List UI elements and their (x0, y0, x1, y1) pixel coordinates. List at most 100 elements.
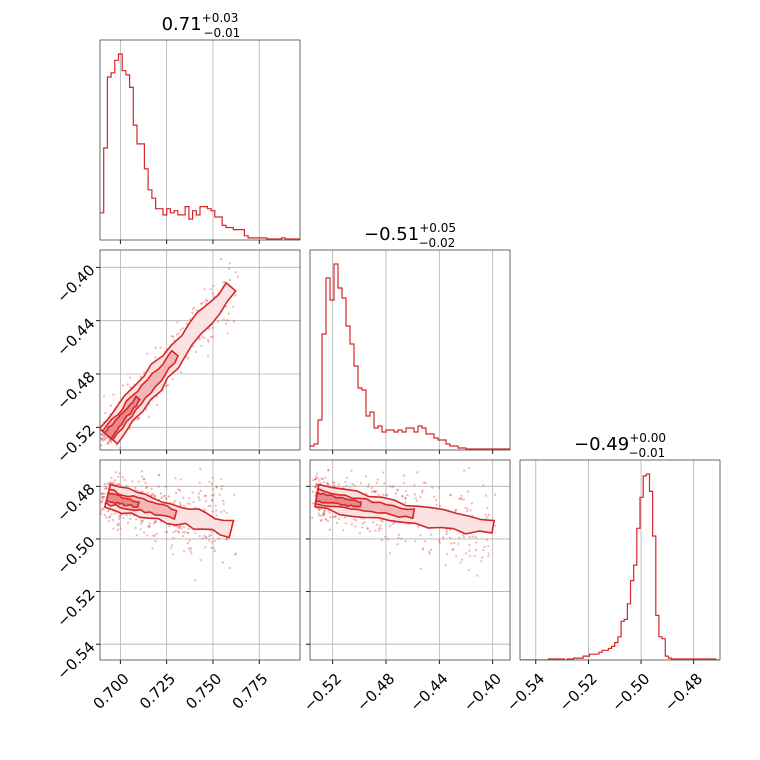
x-tick-label: −0.52 (556, 670, 601, 715)
scatter-point (183, 531, 186, 534)
scatter-point (450, 542, 453, 545)
scatter-point (198, 481, 201, 484)
scatter-point (460, 494, 463, 497)
scatter-point (210, 494, 213, 497)
title-upper-error: +0.00 (629, 431, 666, 445)
scatter-point (312, 479, 315, 482)
scatter-point (327, 520, 330, 523)
scatter-point (358, 532, 362, 535)
scatter-point (361, 522, 364, 525)
scatter-point (219, 258, 222, 261)
y-tick-label: −0.52 (53, 585, 98, 630)
scatter-point (396, 488, 399, 491)
scatter-point (201, 537, 204, 540)
scatter-point (198, 492, 201, 495)
scatter-point (227, 312, 230, 315)
scatter-point (419, 495, 422, 498)
scatter-point (154, 346, 157, 349)
scatter-point (154, 356, 157, 359)
scatter-point (191, 311, 194, 315)
scatter-point (459, 497, 462, 500)
scatter-point (222, 318, 225, 321)
x-tick-label: −0.50 (608, 670, 653, 715)
scatter-point (215, 514, 218, 517)
scatter-point (461, 558, 464, 561)
scatter-point (354, 525, 357, 528)
scatter-point (117, 483, 120, 486)
scatter-point (404, 497, 407, 500)
scatter-point (172, 501, 175, 504)
scatter-point (103, 487, 106, 490)
scatter-point (351, 482, 354, 486)
scatter-point (334, 515, 337, 518)
scatter-point (198, 338, 201, 341)
scatter-point (414, 540, 417, 543)
scatter-point (143, 477, 146, 481)
scatter-point (151, 493, 154, 496)
scatter-point (227, 267, 231, 270)
scatter-point (234, 271, 237, 274)
scatter-point (225, 511, 228, 515)
scatter-point (203, 300, 206, 303)
scatter-point (374, 529, 377, 532)
scatter-point (469, 509, 472, 512)
scatter-point (125, 514, 128, 517)
scatter-point (344, 516, 347, 519)
scatter-point (465, 552, 468, 555)
scatter-point (451, 548, 455, 551)
scatter-point (207, 339, 210, 342)
scatter-point (152, 534, 155, 537)
scatter-point (103, 514, 106, 517)
scatter-point (96, 436, 98, 438)
scatter-point (140, 519, 143, 522)
scatter-point (215, 486, 218, 489)
scatter-point (326, 483, 329, 486)
scatter-point (102, 395, 106, 398)
scatter-point (375, 481, 378, 485)
panel-frame (519, 459, 721, 661)
scatter-point (198, 535, 201, 538)
scatter-point (194, 579, 197, 582)
scatter-point (486, 538, 489, 541)
scatter-point (480, 560, 483, 563)
scatter-point (101, 433, 104, 436)
scatter-point (137, 417, 140, 420)
scatter-point (113, 479, 116, 482)
scatter-point (226, 332, 229, 335)
scatter-point (419, 567, 422, 570)
scatter-point (322, 512, 325, 516)
scatter-point (234, 552, 237, 555)
scatter-point (101, 506, 104, 510)
scatter-point (174, 499, 177, 502)
scatter-point (320, 518, 323, 522)
scatter-point (209, 288, 212, 291)
panel-frame (309, 249, 511, 451)
scatter-point (366, 527, 370, 530)
scatter-point (233, 553, 237, 556)
scatter-point (486, 506, 489, 509)
scatter-point (375, 490, 378, 493)
scatter-point (366, 527, 369, 530)
scatter-point (101, 436, 104, 439)
scatter-point (139, 375, 142, 378)
scatter-point (101, 492, 104, 495)
scatter-point (204, 546, 207, 549)
scatter-point (367, 483, 370, 486)
scatter-point (465, 442, 467, 444)
scatter-point (422, 548, 425, 551)
scatter-point (199, 489, 202, 493)
scatter-point (485, 494, 488, 497)
scatter-point (419, 534, 422, 537)
scatter-point (435, 499, 438, 502)
scatter-point (101, 496, 104, 499)
scatter-point (402, 482, 405, 485)
scatter-point (117, 482, 120, 485)
density-contour-inner (103, 395, 141, 440)
scatter-point (117, 522, 120, 525)
scatter-point (117, 524, 120, 527)
scatter-point (129, 427, 132, 430)
scatter-point (187, 357, 190, 360)
scatter-point (320, 514, 323, 517)
scatter-point (332, 481, 335, 484)
scatter-point (236, 275, 240, 278)
